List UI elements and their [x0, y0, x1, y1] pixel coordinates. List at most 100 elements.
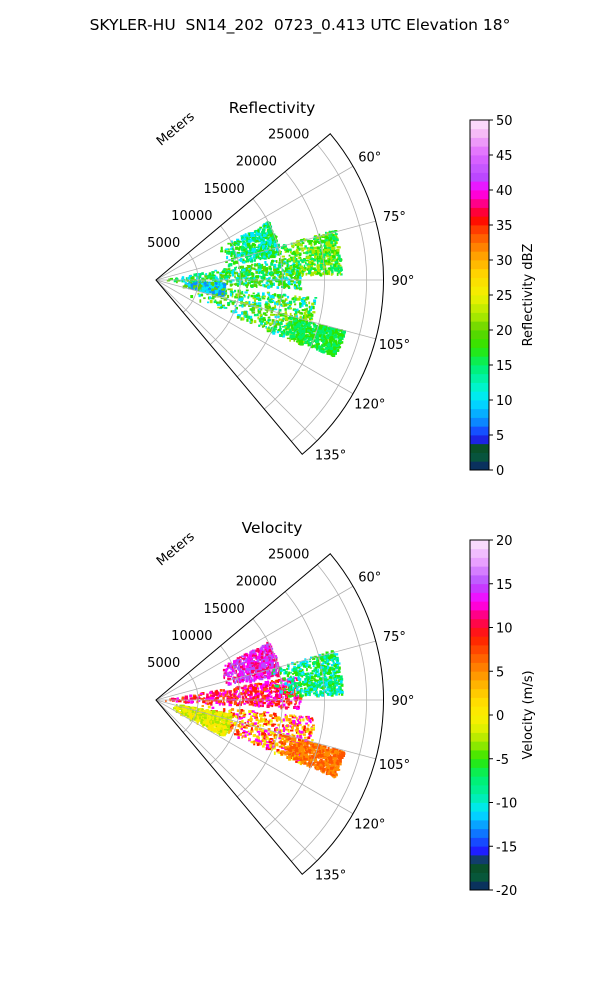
- sector-outline: [155, 553, 384, 875]
- colorbar-swatch: [470, 820, 489, 830]
- panel-title: Reflectivity: [229, 99, 316, 117]
- colorbar-swatch: [470, 653, 489, 663]
- colorbar-swatch: [470, 706, 489, 716]
- colorbar-swatch: [470, 828, 489, 838]
- colorbar-label: Reflectivity dBZ: [521, 244, 536, 347]
- colorbar-swatch: [470, 286, 489, 296]
- colorbar-swatch: [470, 400, 489, 410]
- colorbar-swatch: [470, 163, 489, 173]
- range-tick-label: 15000: [203, 602, 244, 617]
- azimuth-gridline: [155, 279, 376, 340]
- range-tick-label: 20000: [236, 575, 277, 590]
- range-tick-label: 15000: [203, 182, 244, 197]
- colorbar-swatch: [470, 618, 489, 628]
- colorbar-tick-label: 0: [496, 464, 504, 479]
- colorbar-swatch: [470, 172, 489, 182]
- colorbar-swatch: [470, 540, 489, 550]
- colorbar-tick-label: -10: [496, 797, 517, 812]
- range-tick-label: 25000: [268, 548, 309, 563]
- azimuth-tick-label: 135°: [315, 869, 346, 884]
- colorbar-swatch: [470, 627, 489, 637]
- azimuth-tick-label: 135°: [315, 449, 346, 464]
- echo-field: [165, 641, 346, 779]
- colorbar-swatch: [470, 863, 489, 873]
- range-ring: [291, 144, 367, 442]
- colorbar-swatch: [470, 120, 489, 130]
- colorbar-swatch: [470, 295, 489, 305]
- colorbar-swatch: [470, 330, 489, 340]
- colorbar-swatch: [470, 181, 489, 191]
- colorbar-swatch: [470, 855, 489, 865]
- colorbar-swatch: [470, 671, 489, 681]
- colorbar-swatch: [470, 242, 489, 252]
- colorbar-swatch: [470, 303, 489, 313]
- colorbar-swatch: [470, 557, 489, 567]
- colorbar-swatch: [470, 356, 489, 366]
- colorbar-swatch: [470, 365, 489, 375]
- colorbar-tick-label: 30: [496, 254, 513, 269]
- azimuth-tick-label: 105°: [379, 338, 410, 353]
- colorbar-tick-label: 15: [496, 359, 513, 374]
- azimuth-gridline: [155, 279, 354, 395]
- colorbar-swatch: [470, 575, 489, 585]
- colorbar-swatch: [470, 408, 489, 418]
- azimuth-tick-label: 120°: [354, 397, 385, 412]
- colorbar-tick-label: 20: [496, 534, 513, 549]
- colorbar-swatch: [470, 128, 489, 138]
- colorbar-swatch: [470, 872, 489, 882]
- polar-panel-velocity: 60° 75° 90° 105° 120° 135° 5000 10000 15000 20000…: [147, 519, 536, 899]
- colorbar-swatch: [470, 793, 489, 803]
- colorbar-swatch: [470, 645, 489, 655]
- range-axis-label: Meters: [154, 529, 198, 569]
- azimuth-tick-label: 75°: [383, 210, 406, 225]
- azimuth-gridline: [155, 699, 354, 815]
- colorbar-tick-label: 0: [496, 709, 504, 724]
- colorbar-swatch: [470, 741, 489, 751]
- colorbar-swatch: [470, 802, 489, 812]
- colorbar-swatch: [470, 452, 489, 462]
- colorbar-swatch: [470, 750, 489, 760]
- colorbar-swatch: [470, 697, 489, 707]
- colorbar-swatch: [470, 277, 489, 287]
- colorbar-swatch: [470, 155, 489, 165]
- colorbar-swatch: [470, 338, 489, 348]
- azimuth-tick-label: 105°: [379, 758, 410, 773]
- azimuth-gridline: [155, 165, 354, 281]
- azimuth-tick-label: 120°: [354, 817, 385, 832]
- colorbar-tick-label: 35: [496, 219, 513, 234]
- azimuth-gridline: [155, 640, 376, 701]
- colorbar-swatch: [470, 837, 489, 847]
- colorbar-swatch: [470, 373, 489, 383]
- colorbar-swatch: [470, 207, 489, 217]
- polar-panel-reflectivity: 60° 75° 90° 105° 120° 135° 5000 10000 15000 20000…: [147, 99, 536, 479]
- colorbar: 0 5 10 15 20 25 30 35 40 45 50 Reflectivity dBZ: [469, 114, 536, 479]
- azimuth-gridline: [155, 279, 318, 442]
- azimuth-gridline: [155, 699, 318, 862]
- colorbar-swatch: [470, 312, 489, 322]
- colorbar-tick-label: 50: [496, 114, 513, 129]
- colorbar-tick-label: 5: [496, 429, 504, 444]
- colorbar-tick-label: -5: [496, 753, 509, 768]
- colorbar-swatch: [470, 811, 489, 821]
- azimuth-gridline: [155, 699, 376, 760]
- colorbar-swatch: [470, 426, 489, 436]
- colorbar-swatch: [470, 268, 489, 278]
- colorbar-tick-label: 15: [496, 578, 513, 593]
- colorbar-swatch: [470, 443, 489, 453]
- colorbar-swatch: [470, 636, 489, 646]
- range-tick-label: 20000: [236, 155, 277, 170]
- range-tick-label: 5000: [147, 656, 180, 671]
- colorbar-swatch: [470, 688, 489, 698]
- colorbar-swatch: [470, 233, 489, 243]
- colorbar-swatch: [470, 391, 489, 401]
- colorbar-swatch: [470, 251, 489, 261]
- colorbar-swatch: [470, 461, 489, 471]
- colorbar-swatch: [470, 758, 489, 768]
- azimuth-tick-label: 90°: [391, 274, 414, 289]
- colorbar-tick-label: 20: [496, 324, 513, 339]
- colorbar-swatch: [470, 225, 489, 235]
- colorbar-swatch: [470, 198, 489, 208]
- colorbar-swatch: [470, 417, 489, 427]
- range-ring: [264, 171, 325, 410]
- azimuth-tick-label: 90°: [391, 694, 414, 709]
